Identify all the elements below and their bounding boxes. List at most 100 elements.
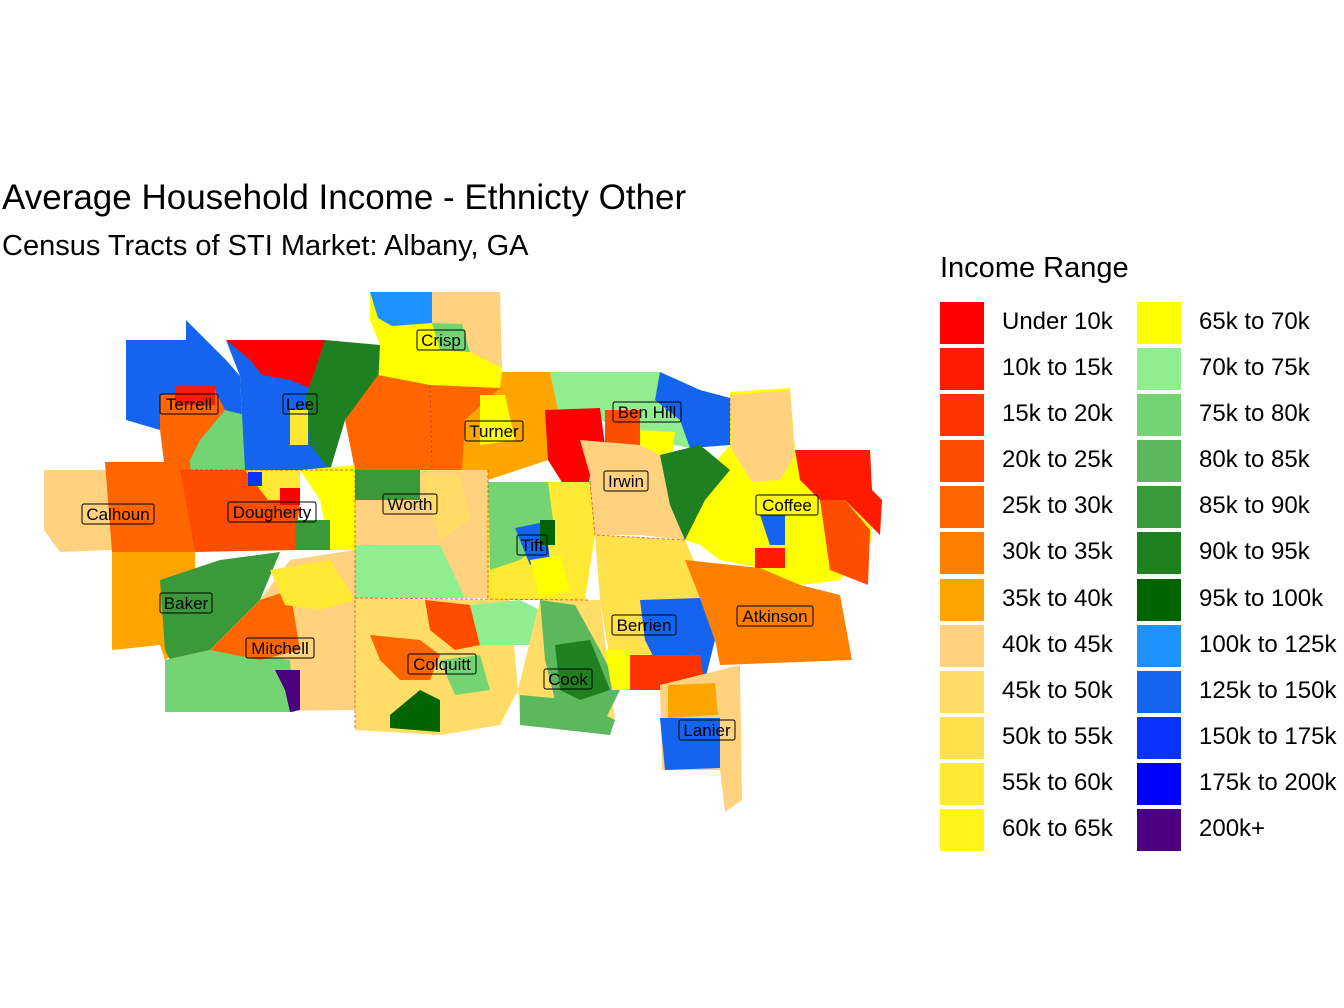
tract-tift-a bbox=[488, 482, 555, 570]
legend-swatch bbox=[940, 302, 984, 344]
tract-berrien-y bbox=[605, 650, 630, 690]
tract-colquitt-e bbox=[440, 655, 490, 695]
county-label-turner: Turner bbox=[464, 420, 524, 442]
county-label-dougherty: Dougherty bbox=[227, 501, 317, 523]
county-label-colquitt-text: Colquitt bbox=[413, 655, 471, 674]
tract-tift-c bbox=[540, 520, 555, 545]
tract-lee-b bbox=[305, 340, 380, 470]
tract-coffee-b bbox=[795, 450, 882, 535]
county-label-cook-text: Cook bbox=[548, 670, 588, 689]
tract-turner-west bbox=[345, 375, 432, 470]
county-label-lanier-text: Lanier bbox=[683, 721, 731, 740]
tract-calhoun-main bbox=[44, 470, 112, 552]
county-border-3 bbox=[354, 597, 591, 601]
county-borders bbox=[185, 384, 731, 730]
tract-coffee-e bbox=[760, 515, 785, 545]
tract-benhill-orange bbox=[605, 410, 640, 445]
county-label-baker: Baker bbox=[159, 592, 213, 614]
county-label-baker-text: Baker bbox=[164, 594, 209, 613]
county-border-6 bbox=[589, 481, 686, 541]
tract-lee-a bbox=[226, 340, 325, 390]
map-tracts bbox=[44, 292, 882, 812]
legend-swatch bbox=[940, 809, 984, 852]
county-label-lanier: Lanier bbox=[678, 719, 736, 741]
legend-swatch bbox=[940, 762, 984, 805]
legend-label: 25k to 30k bbox=[1002, 492, 1113, 520]
legend-swatch bbox=[1137, 624, 1181, 667]
tract-worth-c bbox=[420, 475, 470, 540]
tract-irwin-green bbox=[660, 445, 730, 540]
tract-terrell-a bbox=[160, 390, 225, 470]
county-label-berrien-text: Berrien bbox=[617, 616, 672, 635]
county-label-terrell-text: Terrell bbox=[166, 395, 212, 414]
legend-swatch bbox=[940, 348, 984, 391]
legend-label: 30k to 35k bbox=[1002, 538, 1113, 566]
tract-lanier-b bbox=[660, 718, 720, 770]
tract-coffee-d bbox=[755, 548, 785, 568]
tract-dougherty-e bbox=[248, 472, 262, 486]
tract-calhoun-orange bbox=[105, 462, 195, 552]
county-label-crisp-text: Crisp bbox=[421, 331, 461, 350]
county-label-benhill: Ben Hill bbox=[612, 401, 682, 423]
county-label-atkinson: Atkinson bbox=[736, 605, 814, 627]
legend-label: 175k to 200k bbox=[1199, 768, 1337, 796]
county-label-lee-text: Lee bbox=[286, 395, 314, 414]
tract-crisp-b bbox=[432, 292, 502, 368]
tract-coffee-c bbox=[820, 500, 870, 585]
county-label-coffee: Coffee bbox=[755, 494, 819, 516]
legend-label: 150k to 175k bbox=[1199, 722, 1337, 750]
legend-swatch bbox=[1137, 762, 1181, 805]
county-label-coffee-text: Coffee bbox=[762, 496, 812, 515]
tract-benhill-blue bbox=[655, 372, 730, 448]
legend-label: 95k to 100k bbox=[1199, 584, 1324, 612]
legend-label: 100k to 125k bbox=[1199, 630, 1337, 658]
choropleth-map: Crisp Terrell Lee Turner Ben Hill Irwin … bbox=[44, 292, 882, 812]
county-label-calhoun-text: Calhoun bbox=[86, 505, 149, 524]
tract-atkinson-main bbox=[685, 560, 852, 665]
legend-swatch bbox=[1137, 809, 1181, 852]
legend-swatch bbox=[1137, 716, 1181, 759]
county-label-atkinson-text: Atkinson bbox=[742, 607, 807, 626]
legend-swatch bbox=[1137, 440, 1181, 483]
tract-worth-b bbox=[355, 545, 465, 598]
county-labels: Crisp Terrell Lee Turner Ben Hill Irwin … bbox=[81, 329, 819, 741]
legend-swatch bbox=[1137, 348, 1181, 391]
legend-label: 75k to 80k bbox=[1199, 400, 1310, 428]
county-label-tift-text: Tift bbox=[521, 536, 544, 555]
legend-label: 15k to 20k bbox=[1002, 400, 1113, 428]
legend-label: 10k to 15k bbox=[1002, 354, 1113, 382]
tract-mitchell-c bbox=[270, 560, 355, 610]
county-label-worth: Worth bbox=[382, 493, 438, 515]
legend-label: 70k to 75k bbox=[1199, 354, 1310, 382]
tract-lee-c bbox=[290, 410, 308, 445]
county-label-crisp: Crisp bbox=[416, 329, 466, 351]
legend-label: 80k to 85k bbox=[1199, 446, 1310, 474]
tract-coffee-a bbox=[730, 390, 795, 482]
legend-label: 20k to 25k bbox=[1002, 446, 1113, 474]
county-label-berrien: Berrien bbox=[611, 614, 677, 636]
legend-swatch bbox=[940, 486, 984, 529]
legend-label: 65k to 70k bbox=[1199, 308, 1310, 335]
legend-swatch bbox=[940, 624, 984, 667]
legend-swatch bbox=[940, 670, 984, 713]
county-label-mitchell: Mitchell bbox=[245, 637, 315, 659]
tract-turner-yellow bbox=[480, 395, 515, 445]
map-title: Average Household Income - Ethnicty Othe… bbox=[2, 178, 687, 217]
tract-mitchell-b bbox=[210, 590, 300, 660]
tract-terrell-b bbox=[185, 410, 245, 470]
county-label-irwin: Irwin bbox=[603, 470, 649, 492]
legend: Income Range Under 10k 10k to 15k 15k to 2… bbox=[940, 252, 1344, 852]
legend-label: 45k to 50k bbox=[1002, 676, 1113, 704]
county-label-terrell: Terrell bbox=[159, 393, 219, 415]
county-label-cook: Cook bbox=[543, 668, 593, 690]
county-label-worth-text: Worth bbox=[387, 495, 432, 514]
legend-swatch bbox=[1137, 578, 1181, 621]
county-label-colquitt: Colquitt bbox=[407, 653, 477, 675]
legend-label: 85k to 90k bbox=[1199, 492, 1310, 520]
legend-swatch bbox=[1137, 394, 1181, 437]
tract-tift-d bbox=[530, 555, 570, 598]
tract-worth-a bbox=[355, 470, 420, 500]
map-subtitle: Census Tracts of STI Market: Albany, GA bbox=[2, 230, 529, 262]
tract-colquitt-d bbox=[470, 600, 540, 645]
tract-dougherty-d bbox=[280, 488, 300, 505]
